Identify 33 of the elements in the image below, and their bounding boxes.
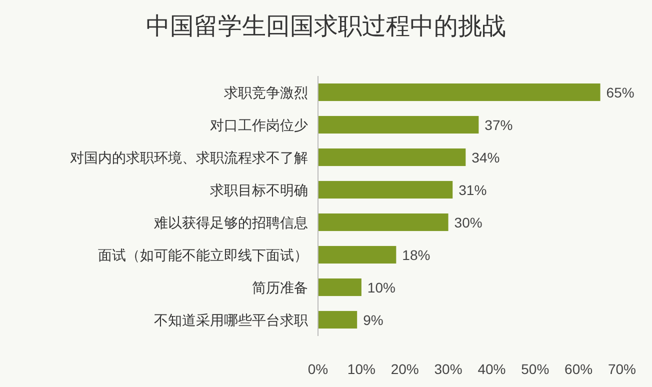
data-label: 9% <box>363 312 384 328</box>
data-label: 37% <box>484 116 513 133</box>
data-label: 18% <box>402 246 430 263</box>
bar <box>318 213 448 232</box>
bar <box>318 83 600 102</box>
bar <box>318 180 453 199</box>
bar <box>318 148 466 166</box>
x-tick-label: 0% <box>308 361 328 377</box>
bar <box>318 278 362 296</box>
x-tick-label: 20% <box>390 361 419 377</box>
x-tick-label: 70% <box>608 361 636 377</box>
bar <box>318 116 479 134</box>
x-tick-label: 40% <box>478 361 506 377</box>
data-label: 65% <box>606 84 634 100</box>
y-tick-label: 难以获得足够的招聘信息 <box>153 214 308 230</box>
y-tick-label: 求职目标不明确 <box>210 182 308 198</box>
data-label: 31% <box>458 182 487 198</box>
y-tick-label: 不知道采用哪些平台求职 <box>154 312 308 328</box>
x-tick-label: 60% <box>564 361 593 377</box>
bar <box>318 310 358 329</box>
bar <box>318 246 396 264</box>
x-tick-label: 30% <box>434 361 462 377</box>
y-tick-label: 对口工作岗位少 <box>210 116 308 133</box>
chart-title: 中国留学生回国求职过程中的挑战 <box>146 13 506 40</box>
x-tick-label: 50% <box>521 361 550 377</box>
data-label: 34% <box>472 149 500 166</box>
y-tick-label: 面试（如可能不能立即线下面试） <box>98 246 308 263</box>
y-tick-label: 简历准备 <box>252 279 308 296</box>
x-tick-label: 10% <box>347 361 376 377</box>
y-tick-label: 求职竞争激烈 <box>224 84 308 100</box>
y-tick-label: 对国内的求职环境、求职流程求不了解 <box>70 149 308 166</box>
data-label: 30% <box>454 214 482 230</box>
data-label: 10% <box>367 279 396 296</box>
